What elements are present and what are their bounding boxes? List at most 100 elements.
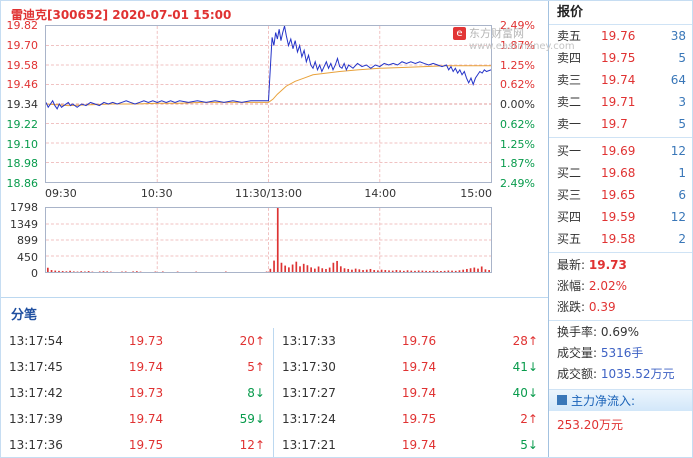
tick-row: 13:17:42 19.73 8↓ <box>1 380 273 406</box>
tick-volume: 20↑ <box>239 334 265 348</box>
stat-label: 最新: <box>557 258 586 272</box>
inflow-icon <box>557 395 567 405</box>
bid-qty: 2 <box>678 232 686 246</box>
stock-title: 雷迪克[300652] 2020-07-01 15:00 <box>11 8 232 22</box>
tick-row: 13:17:36 19.75 12↑ <box>1 432 273 457</box>
bid-qty: 12 <box>670 210 686 224</box>
tick-time: 13:17:27 <box>282 386 336 400</box>
bid-qty: 6 <box>678 188 686 202</box>
stat-value: 19.73 <box>588 258 627 272</box>
bid-label: 买三 <box>557 188 582 202</box>
eastmoney-logo-icon: e <box>453 27 466 40</box>
bid-row: 买三 19.65 6 <box>549 184 692 206</box>
tick-price: 19.73 <box>128 334 164 348</box>
stat-change-pct: 涨幅: 2.02% <box>549 276 692 297</box>
bid-qty: 1 <box>678 166 686 180</box>
ask-label: 卖三 <box>557 73 582 87</box>
ask-qty: 5 <box>678 117 686 131</box>
main-inflow-link[interactable]: 主力净流入: <box>549 389 692 411</box>
quote-panel: 报价 卖五 19.76 38 卖四 19.75 5 卖三 19.74 64 卖二 19.71 3… <box>548 1 692 457</box>
percent-axis-right: 2.49% 1.87% 1.25% 0.62% 0.00% 0.62% 1.25% 1.87%… <box>500 19 535 190</box>
stat-volume: 成交量: 5316手 <box>549 343 692 364</box>
tick-price: 19.74 <box>401 438 437 452</box>
ask-label: 卖二 <box>557 95 582 109</box>
bid-price: 19.65 <box>601 188 636 202</box>
tick-row: 13:17:27 19.74 40↓ <box>274 380 546 406</box>
tick-price: 19.75 <box>401 412 437 426</box>
stat-label: 涨幅: <box>557 279 586 293</box>
price-axis-left: 19.82 19.70 19.58 19.46 19.34 19.22 19.10 18.98… <box>6 19 39 190</box>
ask-price: 19.75 <box>601 51 636 65</box>
stat-value: 2.02% <box>588 279 627 293</box>
tick-time: 13:17:30 <box>282 360 336 374</box>
tick-row: 13:17:33 19.76 28↑ <box>274 328 546 354</box>
bid-price: 19.59 <box>601 210 636 224</box>
volume-axis-left: 1798 1349 899 450 0 <box>10 201 38 280</box>
tick-time: 13:17:42 <box>9 386 63 400</box>
bid-row: 买二 19.68 1 <box>549 162 692 184</box>
stat-label: 成交额: <box>557 367 598 381</box>
tick-row: 13:17:45 19.74 5↑ <box>1 354 273 380</box>
ask-qty: 3 <box>678 95 686 109</box>
ask-row: 卖一 19.7 5 <box>549 113 692 135</box>
stat-value: 1035.52万元 <box>600 367 675 381</box>
stat-latest: 最新: 19.73 <box>549 255 692 276</box>
tick-time: 13:17:36 <box>9 438 63 452</box>
tick-volume: 2↑ <box>520 412 538 426</box>
ask-row: 卖四 19.75 5 <box>549 47 692 69</box>
tick-table: 13:17:54 19.73 20↑ 13:17:45 19.74 5↑ 13:17:4… <box>1 328 546 457</box>
tick-time: 13:17:21 <box>282 438 336 452</box>
tick-volume: 40↓ <box>512 386 538 400</box>
time-axis: 09:30 10:30 11:30/13:00 14:00 15:00 <box>45 187 492 200</box>
tick-volume: 41↓ <box>512 360 538 374</box>
inflow-label: 主力净流入: <box>571 394 636 408</box>
chart-area: 雷迪克[300652] 2020-07-01 15:00 e 东方财富网 www.… <box>1 1 575 457</box>
ask-price: 19.7 <box>601 117 628 131</box>
ask-label: 卖一 <box>557 117 582 131</box>
ask-qty: 64 <box>670 73 686 87</box>
tick-volume: 28↑ <box>512 334 538 348</box>
stat-label: 涨跌: <box>557 300 586 314</box>
ask-bid-divider <box>549 137 692 138</box>
tick-section: 分笔 13:17:54 19.73 20↑ 13:17:45 19.74 5↑ 13:1… <box>1 297 548 457</box>
tick-time: 13:17:45 <box>9 360 63 374</box>
bid-label: 买二 <box>557 166 582 180</box>
ask-price: 19.74 <box>601 73 636 87</box>
tick-price: 19.73 <box>128 386 164 400</box>
stat-turnover-rate: 换手率: 0.69% <box>549 322 692 343</box>
price-chart[interactable] <box>45 25 492 183</box>
tick-price: 19.76 <box>401 334 437 348</box>
inflow-value: 253.20万元 <box>557 418 623 432</box>
tick-column-right: 13:17:33 19.76 28↑ 13:17:30 19.74 41↓ 13:17:… <box>273 328 546 457</box>
tick-price: 19.74 <box>128 360 164 374</box>
ask-price: 19.71 <box>601 95 636 109</box>
bid-qty: 12 <box>670 144 686 158</box>
bid-row: 买四 19.59 12 <box>549 206 692 228</box>
ask-price: 19.76 <box>601 29 636 43</box>
watermark-url: www.eastmoney.com <box>469 41 575 52</box>
tick-time: 13:17:39 <box>9 412 63 426</box>
tick-time: 13:17:33 <box>282 334 336 348</box>
ask-label: 卖五 <box>557 29 582 43</box>
bid-price: 19.58 <box>601 232 636 246</box>
tick-price: 19.75 <box>128 438 164 452</box>
bid-stats-divider <box>549 252 692 253</box>
tick-panel-title: 分笔 <box>11 308 38 323</box>
tick-price: 19.74 <box>401 386 437 400</box>
stat-label: 成交量: <box>557 346 598 360</box>
stat-value: 0.69% <box>600 325 639 339</box>
stat-change: 涨跌: 0.39 <box>549 297 692 318</box>
ask-row: 卖二 19.71 3 <box>549 91 692 113</box>
watermark-name: 东方财富网 <box>469 27 524 40</box>
stat-label: 换手率: <box>557 325 598 339</box>
stats-group-2: 换手率: 0.69% 成交量: 5316手 成交额: 1035.52万元 <box>549 320 692 385</box>
quote-panel-title: 报价 <box>549 1 692 25</box>
tick-row: 13:17:30 19.74 41↓ <box>274 354 546 380</box>
bid-price: 19.68 <box>601 166 636 180</box>
tick-price: 19.74 <box>128 412 164 426</box>
volume-chart[interactable] <box>45 207 492 273</box>
bid-row: 买一 19.69 12 <box>549 140 692 162</box>
stat-amount: 成交额: 1035.52万元 <box>549 364 692 385</box>
tick-time: 13:17:24 <box>282 412 336 426</box>
